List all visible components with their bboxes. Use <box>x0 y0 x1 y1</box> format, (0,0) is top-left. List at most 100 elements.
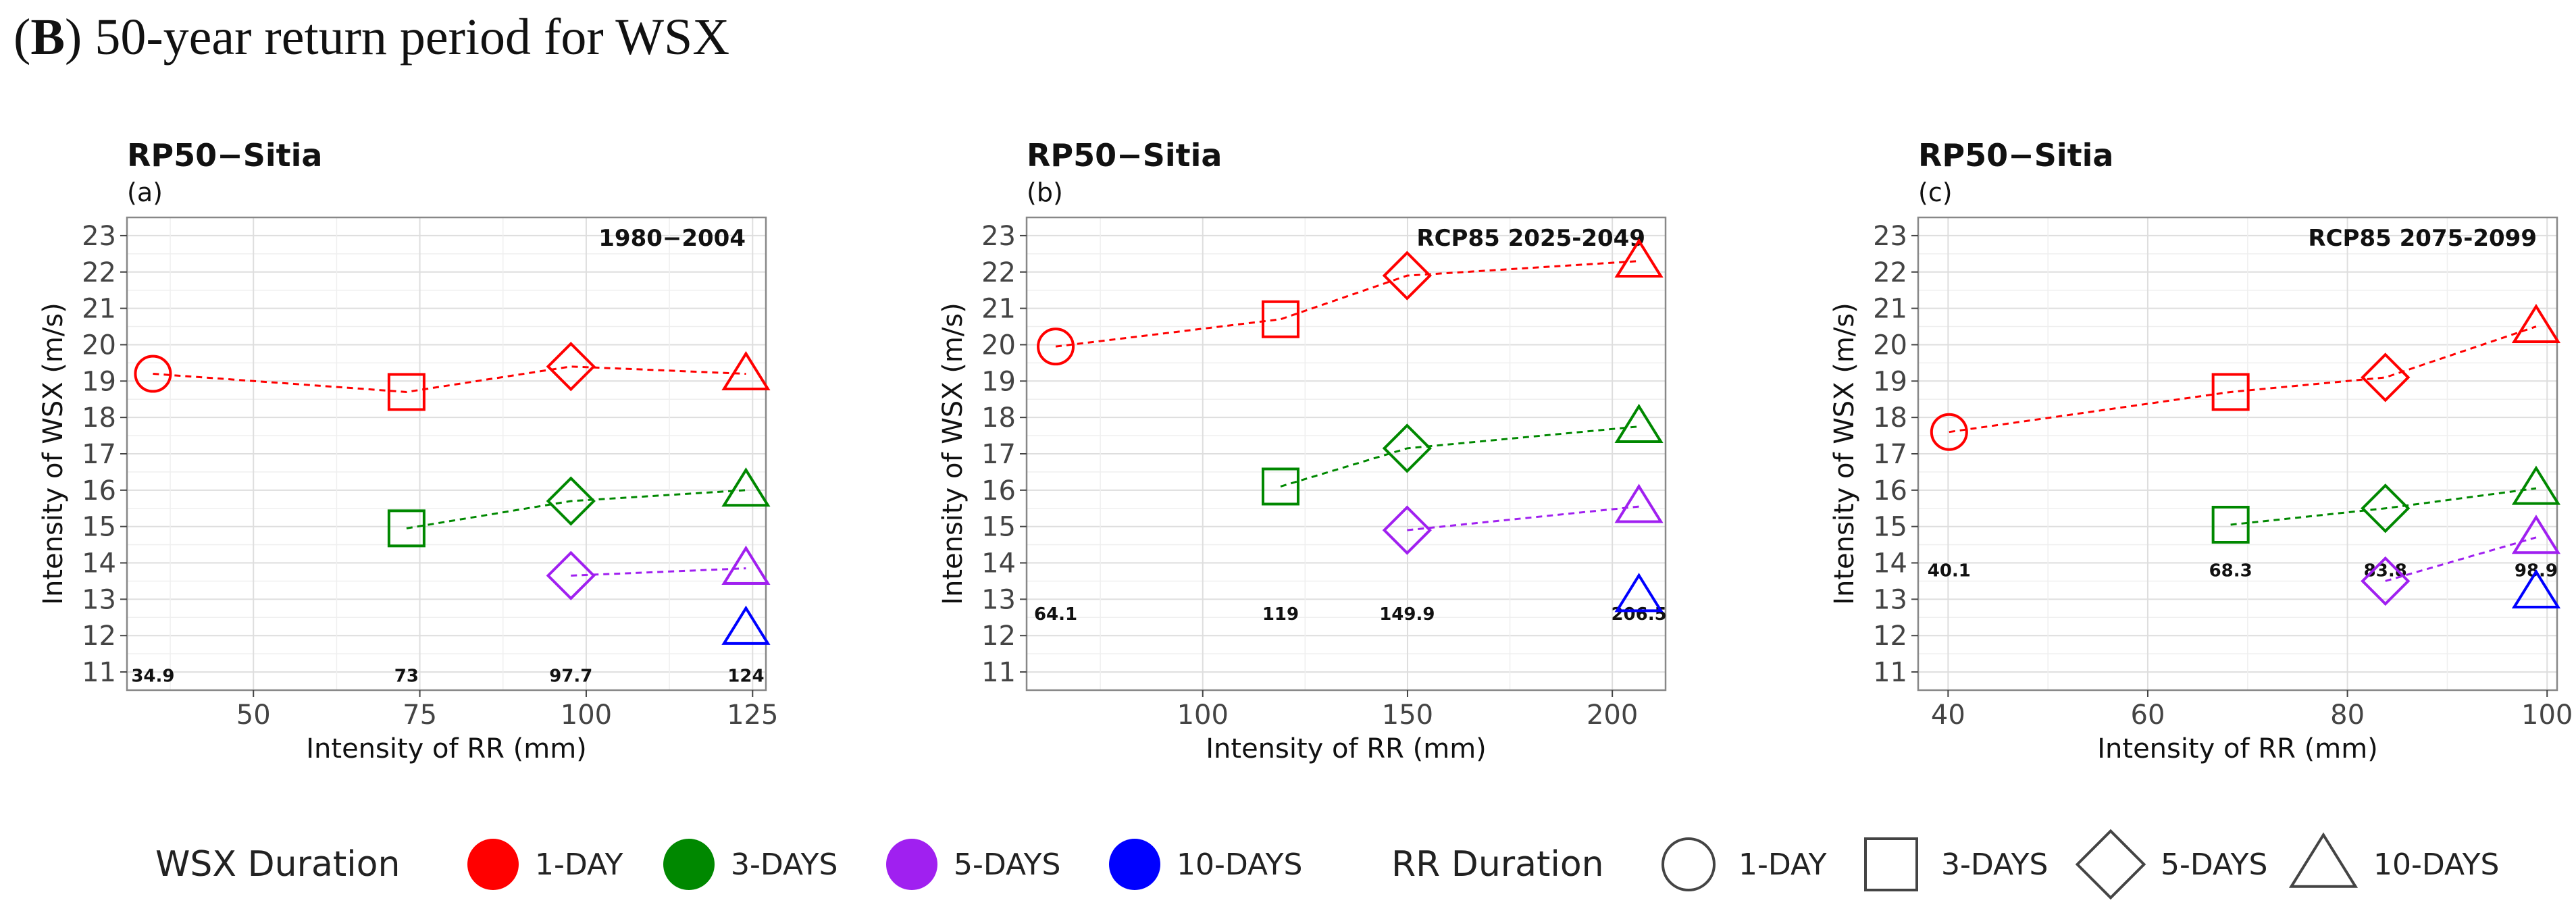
legend-color-swatch <box>663 839 715 890</box>
period-annotation: RCP85 2075-2099 <box>2308 225 2537 252</box>
y-tick-label: 20 <box>1873 330 1907 361</box>
legend: WSX Duration 1-DAY 3-DAYS 5-DAYS 10-DAYS RR… <box>155 829 2499 900</box>
data-point-square <box>2211 506 2250 544</box>
y-tick-label: 23 <box>82 221 116 252</box>
chart-panels: RP50−Sitia (a) 11 12 13 14 15 16 17 18 19 20 21 22 23 5… <box>38 137 2573 764</box>
data-point-triangle <box>721 467 771 507</box>
data-point-triangle <box>721 545 771 585</box>
y-tick-label: 17 <box>1873 439 1907 470</box>
y-tick-label: 19 <box>981 366 1016 397</box>
series-line <box>2230 487 2537 526</box>
y-tick-label: 18 <box>981 402 1016 434</box>
data-point-triangle <box>2511 515 2561 554</box>
y-tick-label: 13 <box>981 584 1016 615</box>
legend-rr-label: 1-DAY <box>1738 847 1827 882</box>
data-point-diamond <box>2361 484 2411 533</box>
x-tick-label: 100 <box>561 700 612 731</box>
legend-rr-title: RR Duration <box>1391 844 1604 885</box>
rr-value-label: 97.7 <box>549 666 592 686</box>
period-annotation: RCP85 2025-2049 <box>1416 225 1645 252</box>
data-point-triangle <box>1614 573 1664 612</box>
figure-label: B <box>30 9 65 66</box>
y-tick-label: 16 <box>1873 475 1907 506</box>
x-tick-label: 125 <box>727 700 778 731</box>
rr-value-label: 124 <box>727 666 764 686</box>
x-axis-label: Intensity of RR (mm) <box>306 733 587 764</box>
data-point-diamond <box>2361 353 2411 402</box>
x-tick-label: 60 <box>2131 700 2165 731</box>
legend-wsx-label: 3-DAYS <box>731 847 838 882</box>
series-line <box>1949 325 2537 434</box>
series-line <box>406 489 746 529</box>
y-tick-label: 15 <box>981 512 1016 543</box>
x-axis-label: Intensity of RR (mm) <box>2097 733 2378 764</box>
y-tick-label: 21 <box>82 294 116 325</box>
data-point-triangle <box>721 605 771 645</box>
series-10-days <box>1614 573 1664 612</box>
legend-rr-label: 5-DAYS <box>2161 847 2267 882</box>
x-axis-label: Intensity of RR (mm) <box>1206 733 1487 764</box>
series-3-days <box>2211 465 2561 544</box>
y-tick-label: 17 <box>981 439 1016 470</box>
y-tick-label: 20 <box>981 330 1016 361</box>
y-tick-label: 16 <box>981 475 1016 506</box>
y-tick-label: 18 <box>1873 402 1907 434</box>
y-axis-label: Intensity of WSX (m/s) <box>937 303 969 605</box>
series-line <box>2385 536 2537 582</box>
data-point-triangle <box>721 350 771 390</box>
panel-title: RP50−Sitia <box>1027 137 1222 174</box>
series-10-days <box>721 605 771 645</box>
series-1-day <box>1037 238 1664 366</box>
panel-title: RP50−Sitia <box>127 137 322 174</box>
series-3-days <box>1261 403 1664 506</box>
data-point-square <box>387 509 426 548</box>
x-tick-label: 100 <box>2521 700 2573 731</box>
legend-rr-items: 1-DAY 3-DAYS 5-DAYS 10-DAYS <box>1661 829 2499 900</box>
chart-panel-1: RP50−Sitia (a) 11 12 13 14 15 16 17 18 19 20 21 22 23 5… <box>38 137 778 764</box>
series-line <box>1280 425 1639 488</box>
figure-title: 50-year return period for WSX <box>95 9 729 66</box>
y-tick-label: 14 <box>82 548 116 579</box>
x-tick-label: 200 <box>1587 700 1638 731</box>
series-10-days <box>2511 569 2561 609</box>
chart-panel-2: RP50−Sitia (b) 11 12 13 14 15 16 17 18 19 20 21 22 23 1… <box>937 137 1667 764</box>
y-tick-label: 14 <box>1873 548 1907 579</box>
legend-shape-diamond <box>2075 829 2146 900</box>
data-point-triangle <box>1614 238 1664 278</box>
x-tick-label: 40 <box>1931 700 1965 731</box>
data-point-square <box>1261 300 1299 338</box>
x-tick-label: 100 <box>1177 700 1229 731</box>
series-1-day <box>1930 303 2561 451</box>
data-point-diamond <box>546 550 596 601</box>
series-3-days <box>387 467 771 548</box>
data-point-square <box>387 373 426 411</box>
y-axis-label: Intensity of WSX (m/s) <box>38 303 69 605</box>
legend-wsx-label: 10-DAYS <box>1177 847 1302 882</box>
y-tick-label: 11 <box>1873 657 1907 688</box>
x-tick-label: 50 <box>236 700 271 731</box>
figure-heading: (B) 50-year return period for WSX <box>14 9 729 66</box>
rr-value-label: 149.9 <box>1379 604 1435 625</box>
legend-shape-circle <box>1661 837 1716 891</box>
data-point-circle <box>1930 413 1968 451</box>
rr-value-label: 83.8 <box>2364 560 2407 581</box>
data-point-diamond <box>1382 505 1432 555</box>
panel-subtitle: (b) <box>1027 178 1063 207</box>
series-5-days <box>2361 515 2561 606</box>
panel-title: RP50−Sitia <box>1918 137 2113 174</box>
panel-subtitle: (a) <box>127 178 163 207</box>
rr-value-label: 64.1 <box>1034 604 1077 625</box>
data-point-triangle <box>2511 303 2561 343</box>
y-axis-label: Intensity of WSX (m/s) <box>1829 303 1860 605</box>
series-line <box>571 567 746 577</box>
y-tick-label: 15 <box>82 512 116 543</box>
y-tick-label: 19 <box>1873 366 1907 397</box>
data-point-diamond <box>546 476 596 526</box>
data-point-triangle <box>2511 569 2561 609</box>
data-point-diamond <box>1382 251 1432 301</box>
rr-value-label: 68.3 <box>2209 560 2252 581</box>
data-point-diamond <box>546 342 596 392</box>
series-5-days <box>1382 484 1664 555</box>
y-tick-label: 14 <box>981 548 1016 579</box>
legend-wsx-title: WSX Duration <box>155 844 400 885</box>
